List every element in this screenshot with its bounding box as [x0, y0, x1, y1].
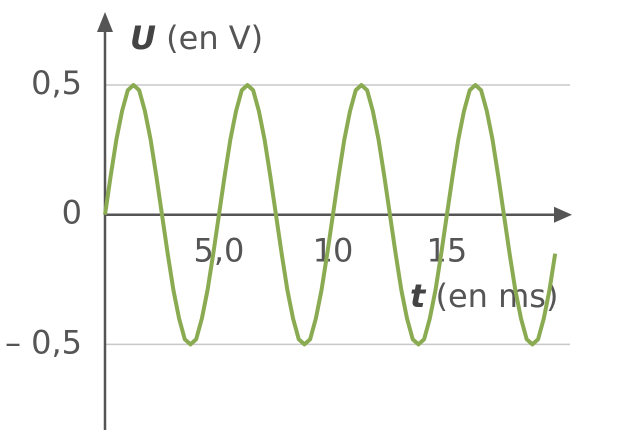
x-tick-label: 10 [313, 232, 354, 270]
y-tick-label: 0 [62, 194, 82, 232]
y-tick-label: 0,5 [31, 64, 82, 102]
y-axis-label: U (en V) [130, 19, 263, 57]
x-arrow [554, 206, 572, 223]
x-tick-label: 15 [427, 232, 468, 270]
y-tick-label: – 0,5 [5, 323, 82, 361]
line-series [103, 83, 558, 347]
y-arrow [97, 12, 113, 32]
x-tick-label: 5,0 [194, 232, 245, 270]
x-axis-label: t (en ms) [410, 277, 558, 315]
